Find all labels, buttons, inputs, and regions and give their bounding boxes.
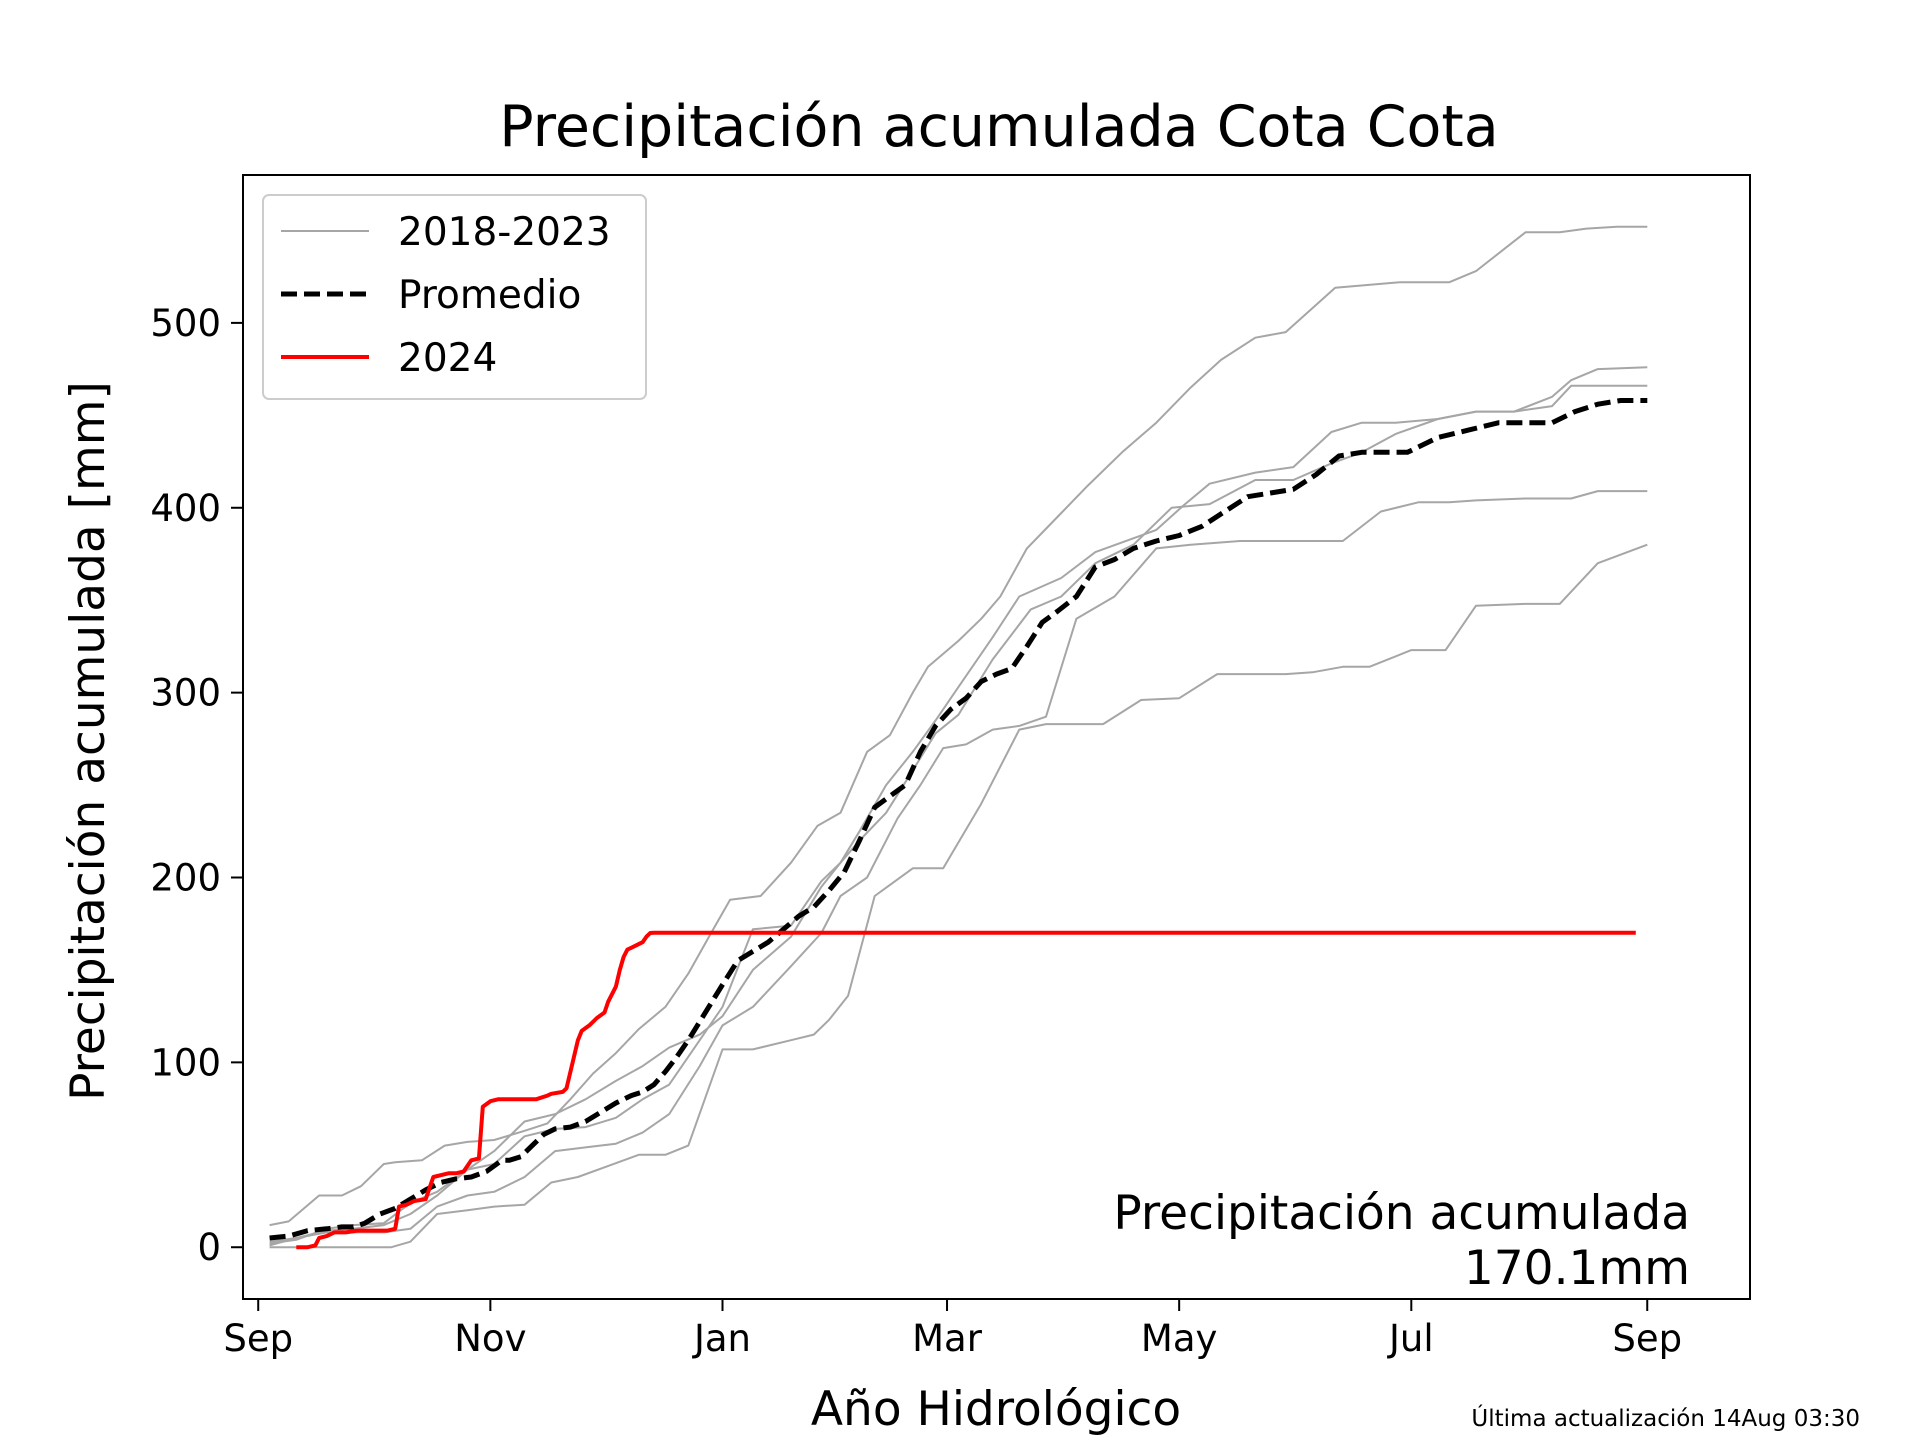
legend-box bbox=[262, 194, 647, 400]
series-line-2024 bbox=[296, 930, 1636, 1250]
series-line-2018-2023-1 bbox=[269, 366, 1648, 1245]
total-annotation-line2: 170.1mm bbox=[1464, 1241, 1690, 1296]
series-line-2018-2023-3 bbox=[269, 490, 1648, 1243]
plot-frame bbox=[242, 174, 1751, 1300]
legend: 2018-2023 Promedio 2024 bbox=[262, 194, 647, 400]
x-tick-label: Sep bbox=[223, 1317, 293, 1360]
y-tick-label: 400 bbox=[150, 487, 221, 530]
series-line-2018-2023-0 bbox=[269, 225, 1648, 1227]
x-tick-label: Mar bbox=[912, 1317, 983, 1360]
axes-layer: Sep Nov Jan Mar May Jul Sep 0 100 200 300 400 500 bbox=[150, 302, 1682, 1360]
legend-label-2018-2023: 2018-2023 bbox=[398, 210, 611, 255]
y-tick-label: 100 bbox=[150, 1041, 221, 1084]
y-tick-label: 500 bbox=[150, 302, 221, 345]
total-annotation-line1: Precipitación acumulada bbox=[1113, 1186, 1690, 1241]
legend-label-promedio: Promedio bbox=[398, 273, 581, 318]
series-line-2018-2023-2 bbox=[269, 384, 1648, 1247]
x-tick-label: May bbox=[1141, 1317, 1218, 1360]
y-tick-label: 0 bbox=[197, 1226, 221, 1269]
x-tick-label: Jul bbox=[1387, 1317, 1434, 1360]
y-tick-label: 300 bbox=[150, 672, 221, 715]
last-updated-note: Última actualización 14Aug 03:30 bbox=[1471, 1406, 1860, 1432]
x-axis-label: Año Hidrológico bbox=[811, 1382, 1181, 1437]
x-tick-label: Nov bbox=[454, 1317, 526, 1360]
y-tick-label: 200 bbox=[150, 857, 221, 900]
series-line-2018-2023-4 bbox=[269, 543, 1648, 1249]
chart-title: Precipitación acumulada Cota Cota bbox=[499, 94, 1498, 160]
y-axis-label: Precipitación acumulada [mm] bbox=[61, 381, 116, 1101]
series-line-promedio bbox=[269, 398, 1648, 1241]
x-tick-label: Sep bbox=[1612, 1317, 1682, 1360]
x-tick-label: Jan bbox=[692, 1317, 751, 1360]
series-layer bbox=[269, 225, 1648, 1250]
legend-label-2024: 2024 bbox=[398, 336, 497, 381]
